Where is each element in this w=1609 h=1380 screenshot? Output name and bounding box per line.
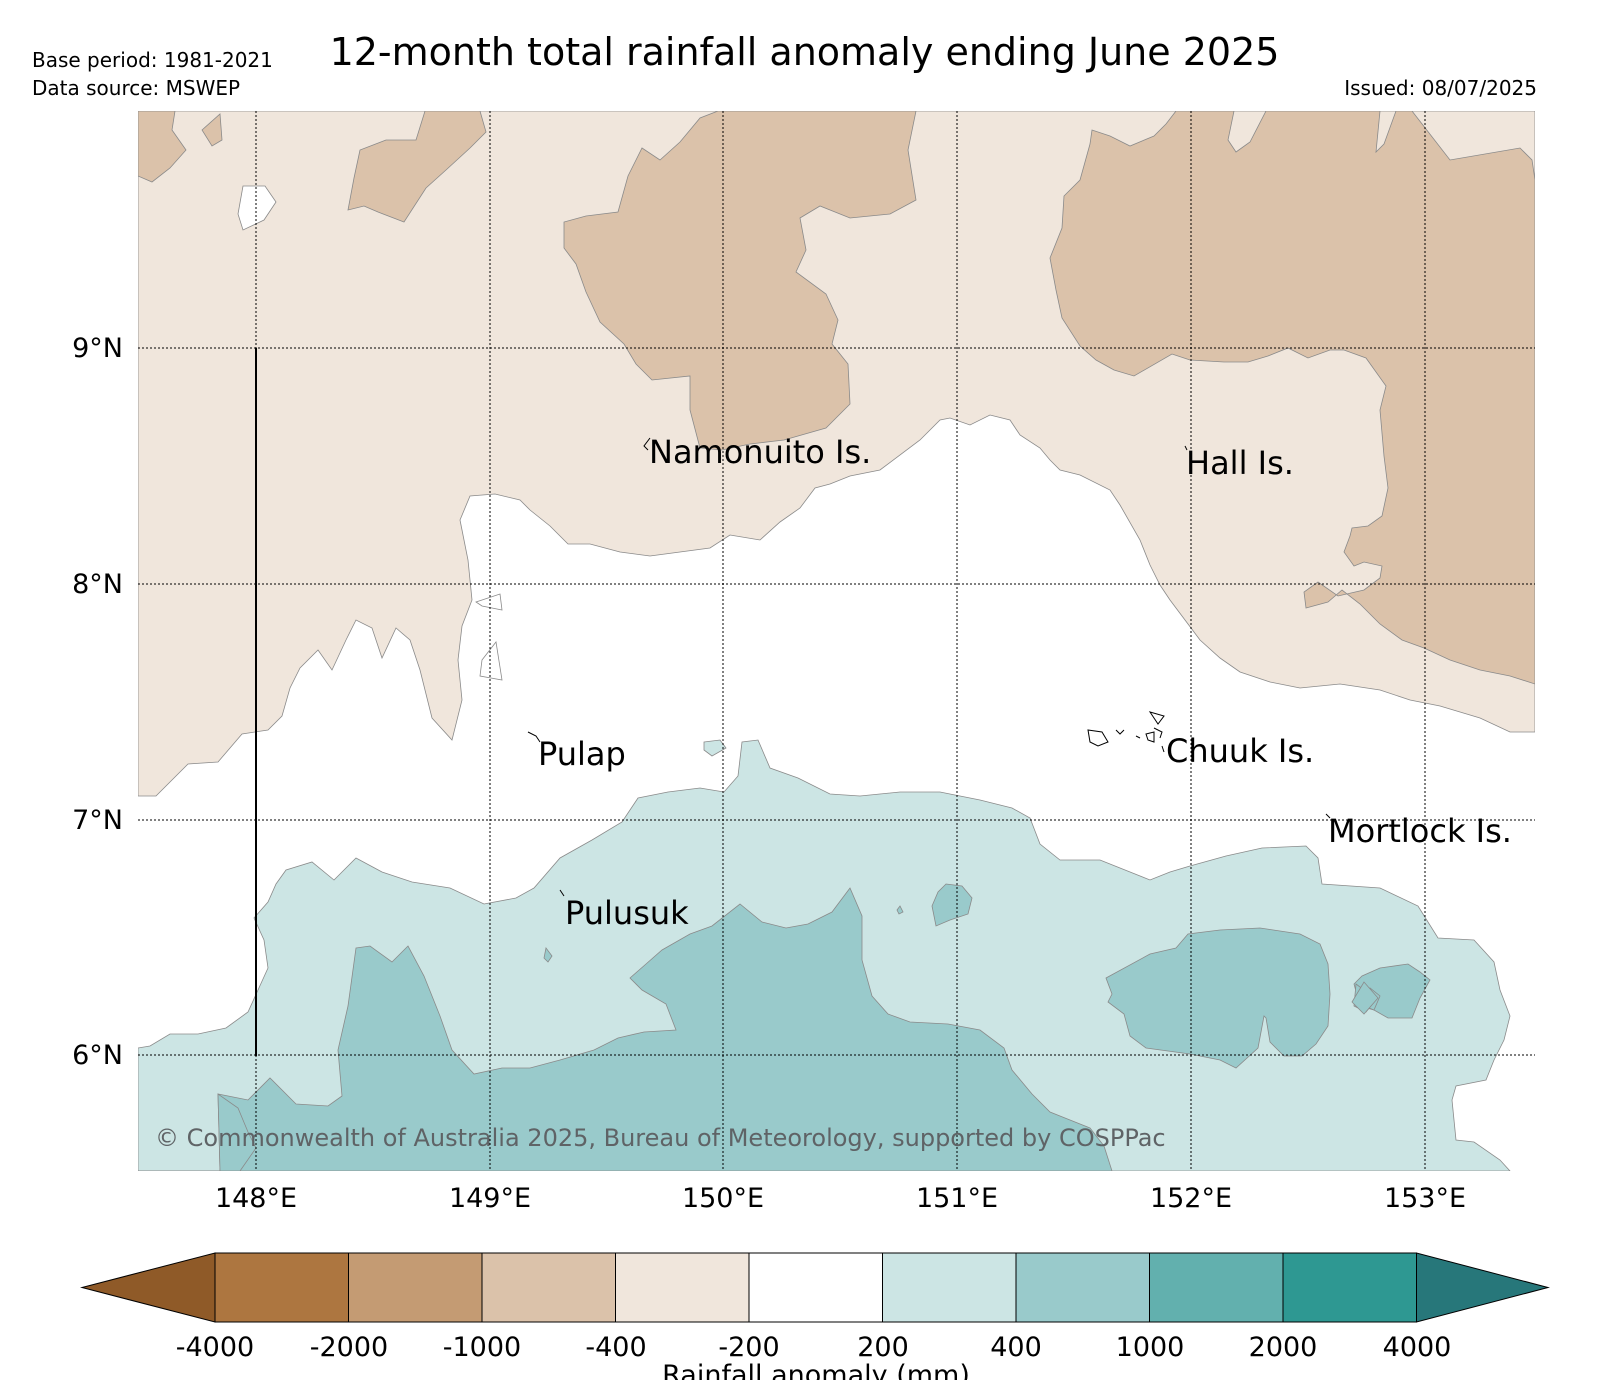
zone-dry-tan-north xyxy=(347,111,487,223)
island-mortlock xyxy=(1325,813,1331,819)
zone-wet-mid-east xyxy=(1105,927,1331,1069)
lon-label-150e: 150°E xyxy=(682,1183,764,1214)
colorbar-tick: -4000 xyxy=(176,1332,254,1363)
island-chuuk-6 xyxy=(1161,745,1165,753)
colorbar-segment xyxy=(348,1252,483,1323)
place-label-pulusuk: Pulusuk xyxy=(565,894,689,932)
place-label-hall: Hall Is. xyxy=(1186,444,1294,482)
colorbar-segment xyxy=(1015,1252,1150,1323)
colorbar-segment xyxy=(1149,1252,1284,1323)
anomaly-field xyxy=(138,111,1535,1171)
colorbar-tick: -200 xyxy=(718,1332,779,1363)
island-chuuk-7 xyxy=(1135,735,1141,739)
colorbar-tick: 1000 xyxy=(1116,1332,1185,1363)
colorbar-tick: -400 xyxy=(585,1332,646,1363)
colorbar-extend-low xyxy=(80,1252,216,1323)
island-pulusuk xyxy=(559,889,565,897)
colorbar-tick: -2000 xyxy=(310,1332,388,1363)
lon-label-151e: 151°E xyxy=(916,1183,998,1214)
island-chuuk-2 xyxy=(1087,729,1109,747)
lat-label-9n: 9°N xyxy=(72,333,123,364)
lon-label-153e: 153°E xyxy=(1384,1183,1466,1214)
colorbar-tick: -1000 xyxy=(443,1332,521,1363)
lat-label-8n: 8°N xyxy=(72,569,123,600)
colorbar-tick: 400 xyxy=(990,1332,1042,1363)
colorbar xyxy=(80,1252,1550,1323)
place-label-chuuk: Chuuk Is. xyxy=(1166,732,1314,770)
island-chuuk-5 xyxy=(1153,727,1163,739)
island-chuuk-1 xyxy=(1148,711,1165,725)
lon-label-148e: 148°E xyxy=(215,1183,297,1214)
graticule xyxy=(138,111,1535,1171)
zone-dry-tan-east xyxy=(1049,111,1535,685)
colorbar-extend-high xyxy=(1416,1252,1550,1323)
colorbar-segment xyxy=(882,1252,1017,1323)
zone-dry-tan-nw xyxy=(138,111,187,183)
colorbar-tick: 2000 xyxy=(1249,1332,1318,1363)
colorbar-segment xyxy=(481,1252,616,1323)
colorbar-segment xyxy=(748,1252,883,1323)
lat-label-6n: 6°N xyxy=(72,1040,123,1071)
colorbar-tick: 4000 xyxy=(1383,1332,1452,1363)
island-hall xyxy=(1184,445,1188,451)
place-label-namonuito: Namonuito Is. xyxy=(649,433,871,471)
island-chuuk-3 xyxy=(1115,729,1125,735)
lat-label-7n: 7°N xyxy=(72,805,123,836)
base-period: Base period: 1981-2021 xyxy=(32,48,273,72)
island-namonuito xyxy=(643,437,651,451)
map-title: 12-month total rainfall anomaly ending J… xyxy=(329,30,1280,74)
lon-label-149e: 149°E xyxy=(449,1183,531,1214)
colorbar-segment xyxy=(1282,1252,1417,1323)
island-outlines xyxy=(527,437,1331,897)
island-pulap xyxy=(527,731,541,743)
place-label-mortlock: Mortlock Is. xyxy=(1328,812,1512,850)
colorbar-segment xyxy=(615,1252,750,1323)
colorbar-label: Rainfall anomaly (mm) xyxy=(662,1360,970,1380)
colorbar-tick: 200 xyxy=(857,1332,909,1363)
issued-date: Issued: 08/07/2025 xyxy=(1344,76,1537,100)
lon-label-152e: 152°E xyxy=(1150,1183,1232,1214)
place-label-pulap: Pulap xyxy=(538,735,626,773)
data-source: Data source: MSWEP xyxy=(32,76,241,100)
zone-dry-tan-center xyxy=(563,111,917,451)
colorbar-segment xyxy=(214,1252,349,1323)
island-chuuk-4 xyxy=(1145,731,1155,743)
copyright-text: © Commonwealth of Australia 2025, Bureau… xyxy=(155,1124,1166,1152)
